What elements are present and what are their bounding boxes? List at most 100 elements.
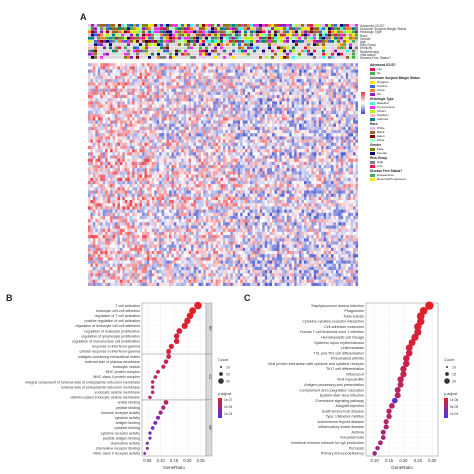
heatmap-cell — [146, 126, 150, 131]
annotation-cell — [217, 52, 221, 56]
heatmap-cell — [95, 126, 98, 131]
heatmap-cell — [132, 139, 135, 143]
annotation-cell — [124, 46, 128, 50]
heatmap-cell — [353, 117, 356, 121]
heatmap-cell — [274, 104, 278, 108]
heatmap-cell — [343, 114, 346, 118]
heatmap-cell — [218, 95, 221, 99]
heatmap-cell — [245, 98, 248, 102]
heatmap-cell — [294, 145, 297, 150]
annotation-cell — [337, 52, 341, 56]
heatmap-cell — [306, 161, 310, 166]
annotation-cell — [352, 24, 356, 27]
heatmap-cell — [215, 165, 219, 169]
heatmap-cell — [338, 168, 341, 172]
heatmap-cell — [166, 82, 170, 86]
heatmap-cell — [247, 123, 251, 127]
heatmap-cell — [171, 155, 175, 159]
heatmap-cell — [171, 142, 175, 147]
heatmap-cell — [311, 139, 314, 143]
annotation-cell — [244, 52, 248, 56]
annotation-cell — [250, 46, 254, 50]
heatmap-cell — [328, 139, 332, 143]
heatmap-cell — [318, 79, 322, 83]
heatmap-cell — [304, 110, 307, 115]
heatmap-cell — [127, 104, 130, 108]
heatmap-cell — [154, 130, 157, 134]
annotation-cell — [295, 46, 299, 50]
heatmap-cell — [196, 142, 199, 147]
heatmap-cell — [200, 66, 204, 70]
annotation-cell — [199, 36, 203, 40]
annotation-cell — [262, 52, 266, 56]
heatmap-cell — [127, 130, 130, 134]
heatmap-cell — [112, 158, 116, 163]
heatmap-cell — [156, 79, 160, 83]
heatmap-cell — [127, 110, 130, 115]
heatmap-cell — [333, 152, 337, 156]
heatmap-cell — [355, 79, 358, 83]
annotation-cell — [355, 52, 358, 56]
heatmap-cell — [208, 171, 211, 175]
heatmap-cell — [102, 174, 106, 178]
heatmap-cell — [272, 130, 275, 134]
heatmap-cell — [331, 95, 334, 99]
heatmap-cell — [97, 152, 101, 156]
annotation-cell — [334, 43, 338, 46]
heatmap-cell — [289, 149, 292, 153]
heatmap-cell — [166, 142, 170, 147]
heatmap-cell — [173, 130, 177, 134]
heatmap-cell — [208, 104, 211, 108]
annotation-cell — [295, 27, 299, 30]
annotation-cell — [289, 43, 293, 46]
heatmap-cell — [107, 120, 111, 124]
heatmap-cell — [269, 107, 273, 112]
heatmap-cell — [250, 95, 253, 99]
heatmap-cell — [198, 85, 202, 89]
annotation-cell — [184, 27, 188, 30]
heatmap-cell — [107, 104, 111, 108]
heatmap-cell — [350, 152, 354, 156]
heatmap-cell — [127, 139, 130, 143]
annotation-cell — [256, 30, 260, 34]
heatmap-cell — [223, 152, 226, 156]
heatmap-cell — [277, 75, 280, 80]
heatmap-cell — [240, 117, 243, 121]
heatmap-cell — [308, 161, 312, 166]
heatmap-cell — [210, 117, 214, 121]
heatmap-cell — [333, 85, 337, 89]
annotation-cell — [289, 33, 293, 37]
heatmap-cell — [137, 79, 140, 83]
heatmap-cell — [173, 72, 177, 77]
heatmap-cell — [348, 168, 351, 172]
heatmap-cell — [124, 91, 128, 96]
heatmap-cell — [355, 63, 358, 67]
heatmap-cell — [340, 161, 344, 166]
annotation-cell — [187, 24, 191, 27]
heatmap-cell — [105, 168, 108, 172]
heatmap-cell — [262, 123, 265, 127]
heatmap-cell — [311, 145, 314, 150]
annotation-cell — [115, 52, 119, 56]
heatmap-cell — [198, 107, 202, 112]
heatmap-cell — [181, 168, 184, 172]
annotation-cell — [226, 43, 230, 46]
annotation-cell — [181, 52, 185, 56]
heatmap-cell — [178, 152, 182, 156]
heatmap-cell — [355, 110, 358, 115]
heatmap-cell — [355, 158, 358, 163]
heatmap-cell — [304, 152, 307, 156]
heatmap-cell — [227, 63, 231, 67]
heatmap-cell — [313, 82, 317, 86]
heatmap-cell — [235, 168, 238, 172]
heatmap-cell — [350, 130, 354, 134]
heatmap-cell — [335, 72, 339, 77]
heatmap-cell — [90, 114, 94, 118]
heatmap-cell — [142, 168, 145, 172]
heatmap-cell — [220, 101, 224, 105]
heatmap-cell — [225, 136, 229, 140]
heatmap-cell — [257, 72, 260, 77]
heatmap-cell — [230, 126, 233, 131]
heatmap-cell — [193, 126, 197, 131]
heatmap-cell — [176, 174, 179, 178]
